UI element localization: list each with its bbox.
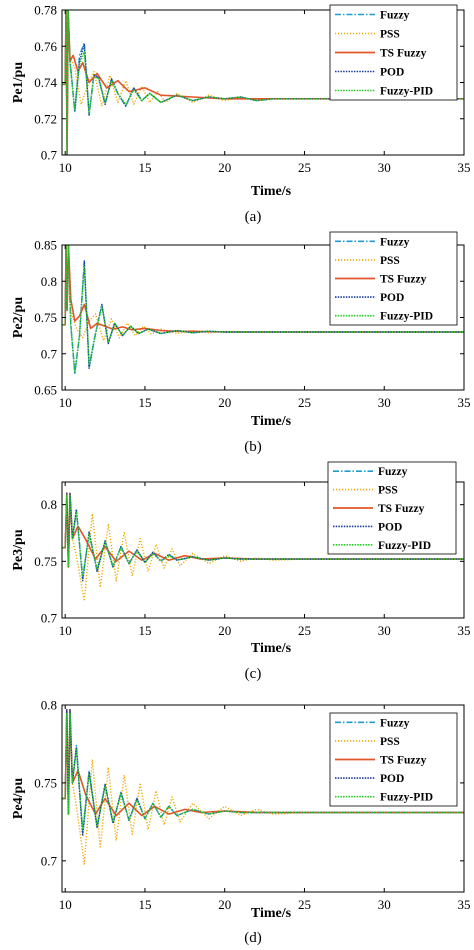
x-tick-label: 30	[378, 897, 391, 912]
x-tick-label: 25	[298, 623, 311, 638]
y-tick-label: 0.75	[34, 775, 57, 790]
legend-label: PSS	[380, 29, 400, 41]
y-tick-label: 0.72	[34, 111, 57, 126]
legend-label: Fuzzy	[380, 236, 410, 248]
panel-caption: (d)	[244, 930, 262, 946]
x-axis-label: Time/s	[251, 414, 292, 429]
x-tick-label: 30	[378, 623, 391, 638]
y-tick-label: 0.8	[41, 274, 57, 289]
legend: Fuzzy PSS TS Fuzzy POD Fuzzy-PID	[329, 231, 458, 326]
x-tick-label: 15	[138, 160, 151, 175]
y-tick-label: 0.85	[34, 238, 57, 253]
x-tick-label: 10	[59, 897, 72, 912]
legend-label: POD	[378, 521, 402, 533]
chart-panel-1: 10 15 20 25 30 35 0.7 0.72 0.74 0.76 0.78 Time/s Pe1…	[11, 3, 471, 226]
legend-label: Fuzzy-PID	[380, 86, 433, 98]
legend-label: TS Fuzzy	[380, 755, 427, 767]
x-tick-label: 30	[378, 395, 391, 410]
series-line-fuzzy-pid	[62, 712, 464, 831]
x-tick-label: 35	[458, 395, 471, 410]
x-tick-label: 30	[378, 160, 391, 175]
legend-label: Fuzzy	[380, 10, 410, 22]
x-tick-label: 15	[138, 623, 151, 638]
series-line-fuzzy-pid	[62, 245, 464, 373]
series-group	[62, 492, 464, 602]
chart-panel-4: 10 15 20 25 30 35 0.7 0.75 0.8 Time/s Pe4/pu (d) Fuz…	[11, 698, 471, 947]
axes-frame	[61, 481, 465, 619]
y-tick-label: 0.7	[41, 148, 58, 163]
series-group	[62, 708, 464, 865]
legend-label: TS Fuzzy	[378, 503, 425, 515]
x-tick-label: 35	[458, 897, 471, 912]
legend-label: TS Fuzzy	[380, 48, 427, 60]
y-tick-label: 0.7	[41, 346, 58, 361]
legend-box	[329, 231, 458, 326]
x-tick-label: 15	[138, 395, 151, 410]
y-tick-label: 0.76	[34, 39, 57, 54]
y-tick-label: 0.75	[34, 554, 57, 569]
x-axis-label: Time/s	[251, 906, 292, 921]
x-tick-label: 20	[218, 395, 231, 410]
chart-panel-3: 10 15 20 25 30 35 0.7 0.75 0.8 Time/s Pe3/pu (c) Fuz…	[11, 461, 471, 682]
legend-label: PSS	[380, 255, 400, 267]
legend-label: PSS	[380, 736, 400, 748]
x-tick-label: 10	[59, 395, 72, 410]
legend-label: Fuzzy	[378, 466, 408, 478]
series-group	[62, 10, 464, 155]
y-tick-label: 0.75	[34, 310, 57, 325]
x-tick-label: 35	[458, 160, 471, 175]
x-tick-label: 10	[59, 623, 72, 638]
legend-label: Fuzzy-PID	[378, 540, 431, 552]
panel-caption: (c)	[245, 666, 262, 682]
legend-label: Fuzzy	[380, 717, 410, 729]
y-tick-label: 0.8	[41, 698, 57, 713]
legend-label: TS Fuzzy	[380, 274, 427, 286]
x-axis-label: Time/s	[251, 641, 292, 656]
x-axis-label: Time/s	[251, 184, 292, 199]
legend-label: Fuzzy-PID	[380, 792, 433, 804]
series-line-pod	[62, 709, 464, 837]
x-tick-label: 20	[218, 897, 231, 912]
y-tick-label: 0.8	[41, 497, 57, 512]
x-tick-label: 25	[298, 395, 311, 410]
x-tick-label: 25	[298, 160, 311, 175]
x-tick-label: 20	[218, 623, 231, 638]
x-tick-label: 25	[298, 897, 311, 912]
series-line-pss	[62, 492, 464, 602]
panel-caption: (b)	[244, 439, 262, 455]
legend-label: POD	[380, 773, 404, 785]
y-axis-label: Pe2/pu	[11, 297, 26, 338]
legend: Fuzzy PSS TS Fuzzy POD Fuzzy-PID	[329, 4, 458, 101]
legend: Fuzzy PSS TS Fuzzy POD Fuzzy-PID	[329, 712, 458, 807]
y-tick-label: 0.78	[34, 3, 57, 18]
series-group	[62, 245, 464, 374]
legend-label: POD	[380, 292, 404, 304]
series-line-fuzzy-pid	[62, 494, 464, 577]
x-tick-label: 20	[218, 160, 231, 175]
legend: Fuzzy PSS TS Fuzzy POD Fuzzy-PID	[327, 461, 457, 555]
panel-caption: (a)	[245, 209, 262, 225]
series-line-fuzzy-pid	[62, 10, 464, 155]
y-axis-label: Pe1/pu	[11, 62, 26, 103]
x-tick-label: 15	[138, 897, 151, 912]
x-tick-label: 10	[59, 160, 72, 175]
legend-label: Fuzzy-PID	[380, 311, 433, 323]
y-tick-label: 0.7	[41, 853, 58, 868]
y-tick-label: 0.74	[34, 75, 57, 90]
chart-panel-2: 10 15 20 25 30 35 0.65 0.7 0.75 0.8 0.85 Time/s Pe2/…	[11, 231, 471, 455]
legend-label: POD	[380, 67, 404, 79]
y-axis-label: Pe4/pu	[11, 778, 26, 819]
y-tick-label: 0.65	[34, 383, 57, 398]
x-tick-label: 35	[458, 623, 471, 638]
y-axis-label: Pe3/pu	[11, 529, 26, 570]
y-tick-label: 0.7	[41, 611, 58, 626]
legend-label: PSS	[378, 485, 398, 497]
series-line-pod	[62, 492, 464, 582]
axes-frame	[61, 704, 465, 893]
